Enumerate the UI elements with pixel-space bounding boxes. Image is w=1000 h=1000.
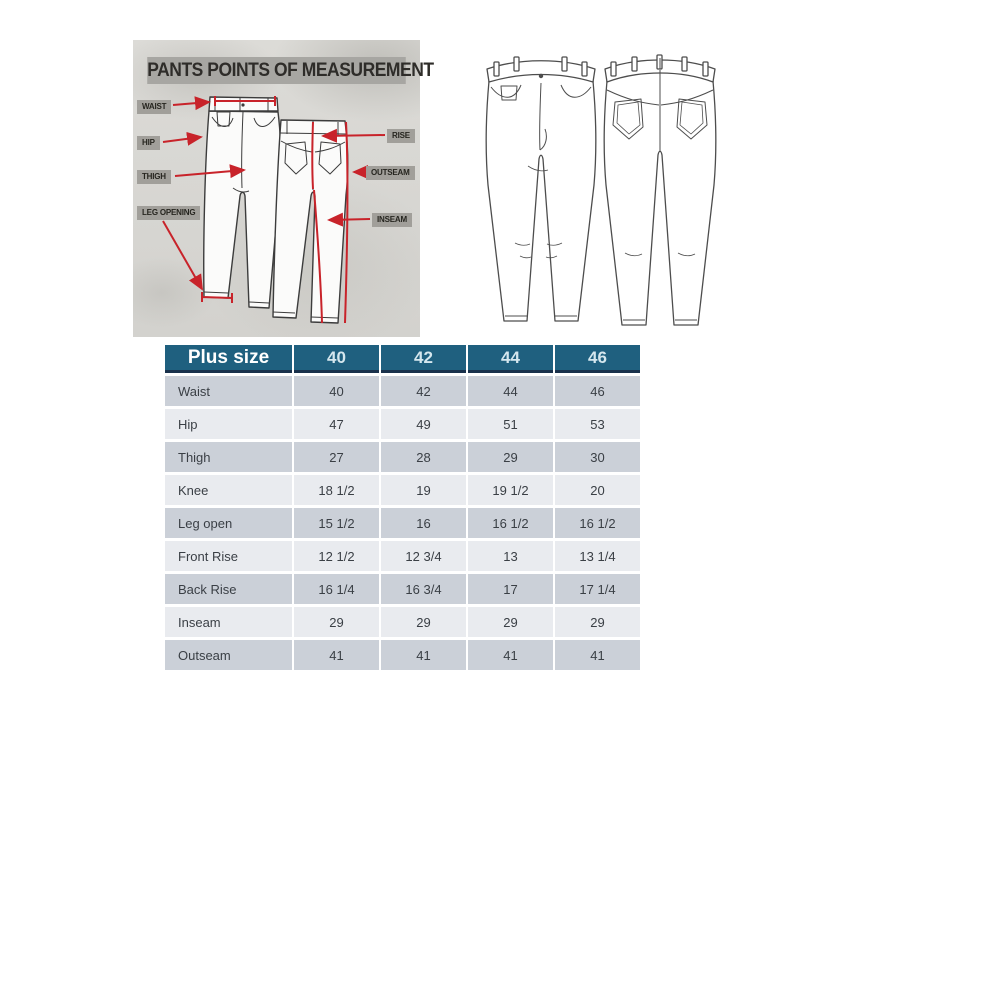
jeans-flat-sketches — [460, 38, 740, 343]
row-label: Hip — [165, 409, 292, 439]
back-pants-sketch — [272, 119, 349, 324]
cell-value: 27 — [294, 442, 379, 472]
cell-value: 30 — [555, 442, 640, 472]
cell-value: 29 — [294, 607, 379, 637]
cell-value: 41 — [555, 640, 640, 670]
cell-value: 20 — [555, 475, 640, 505]
cell-value: 29 — [468, 607, 553, 637]
cell-value: 46 — [555, 376, 640, 406]
diagram-title: PANTS POINTS OF MEASUREMENT — [147, 57, 434, 84]
measurement-label-waist: WAIST — [137, 100, 172, 114]
cell-value: 47 — [294, 409, 379, 439]
cell-value: 44 — [468, 376, 553, 406]
cell-value: 49 — [381, 409, 466, 439]
cell-value: 29 — [381, 607, 466, 637]
measurement-lines — [162, 96, 386, 324]
cell-value: 19 — [381, 475, 466, 505]
front-pants-sketch — [203, 96, 282, 309]
cell-value: 18 1/2 — [294, 475, 379, 505]
size-table-header-row: Plus size 40 42 44 46 — [165, 345, 640, 373]
table-row-hip: Hip 47 49 51 53 — [165, 409, 640, 439]
cell-value: 13 1/4 — [555, 541, 640, 571]
cell-value: 19 1/2 — [468, 475, 553, 505]
table-row-inseam: Inseam 29 29 29 29 — [165, 607, 640, 637]
measurement-label-leg-opening: LEG OPENING — [137, 206, 201, 220]
cell-value: 41 — [468, 640, 553, 670]
measurement-diagram-art — [162, 96, 386, 324]
cell-value: 16 1/4 — [294, 574, 379, 604]
table-row-front-rise: Front Rise 12 1/2 12 3/4 13 13 1/4 — [165, 541, 640, 571]
size-column-header-42: 42 — [381, 345, 466, 373]
cell-value: 13 — [468, 541, 553, 571]
row-label: Inseam — [165, 607, 292, 637]
table-corner-header: Plus size — [165, 345, 292, 373]
table-row-knee: Knee 18 1/2 19 19 1/2 20 — [165, 475, 640, 505]
jeans-back-flat-sketch — [603, 54, 717, 326]
measurement-diagram: PANTS POINTS OF MEASUREMENT WAIST HIP TH… — [133, 40, 434, 337]
row-label: Thigh — [165, 442, 292, 472]
table-row-leg-open: Leg open 15 1/2 16 16 1/2 16 1/2 — [165, 508, 640, 538]
cell-value: 29 — [468, 442, 553, 472]
size-column-header-46: 46 — [555, 345, 640, 373]
table-row-thigh: Thigh 27 28 29 30 — [165, 442, 640, 472]
cell-value: 53 — [555, 409, 640, 439]
size-table-section: Plus size 40 42 44 46 Waist 40 42 44 46 … — [163, 342, 642, 673]
measurement-label-hip: HIP — [137, 136, 160, 150]
row-label: Leg open — [165, 508, 292, 538]
cell-value: 16 — [381, 508, 466, 538]
cell-value: 29 — [555, 607, 640, 637]
jeans-front-flat-sketch — [485, 56, 597, 322]
table-row-waist: Waist 40 42 44 46 — [165, 376, 640, 406]
cell-value: 17 1/4 — [555, 574, 640, 604]
measurement-label-inseam: INSEAM — [372, 213, 412, 227]
measurement-label-thigh: THIGH — [137, 170, 171, 184]
cell-value: 16 1/2 — [468, 508, 553, 538]
cell-value: 41 — [294, 640, 379, 670]
cell-value: 41 — [381, 640, 466, 670]
cell-value: 51 — [468, 409, 553, 439]
size-column-header-44: 44 — [468, 345, 553, 373]
cell-value: 42 — [381, 376, 466, 406]
cell-value: 40 — [294, 376, 379, 406]
row-label: Waist — [165, 376, 292, 406]
measurement-label-rise: RISE — [387, 129, 415, 143]
row-label: Front Rise — [165, 541, 292, 571]
table-row-back-rise: Back Rise 16 1/4 16 3/4 17 17 1/4 — [165, 574, 640, 604]
cell-value: 12 1/2 — [294, 541, 379, 571]
row-label: Outseam — [165, 640, 292, 670]
cell-value: 28 — [381, 442, 466, 472]
cell-value: 17 — [468, 574, 553, 604]
cell-value: 16 1/2 — [555, 508, 640, 538]
size-table: Plus size 40 42 44 46 Waist 40 42 44 46 … — [163, 342, 642, 673]
size-column-header-40: 40 — [294, 345, 379, 373]
measurement-label-outseam: OUTSEAM — [366, 166, 415, 180]
cell-value: 12 3/4 — [381, 541, 466, 571]
row-label: Back Rise — [165, 574, 292, 604]
cell-value: 16 3/4 — [381, 574, 466, 604]
table-row-outseam: Outseam 41 41 41 41 — [165, 640, 640, 670]
row-label: Knee — [165, 475, 292, 505]
cell-value: 15 1/2 — [294, 508, 379, 538]
